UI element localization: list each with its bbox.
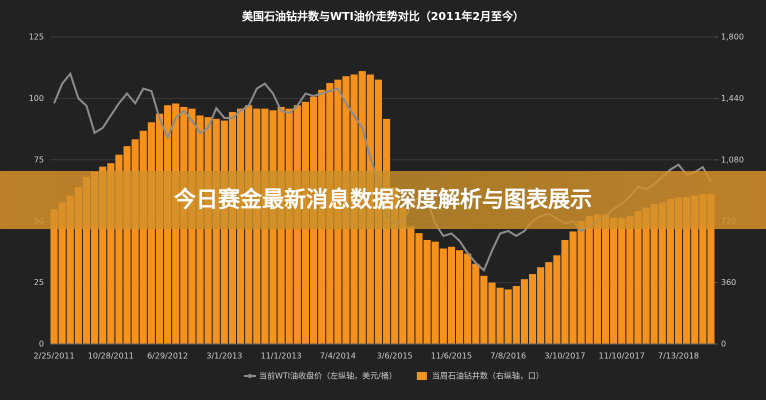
bar [504, 289, 512, 344]
bar [674, 197, 683, 344]
bar [650, 204, 658, 344]
bar [472, 263, 480, 344]
bar [488, 282, 496, 344]
bar [553, 255, 561, 344]
y2-tick-label: 360 [721, 278, 736, 287]
bar [123, 146, 131, 344]
x-tick-label: 11/1/2013 [261, 352, 302, 361]
bar [455, 250, 464, 344]
legend-swatch [416, 372, 427, 380]
y2-tick-label: 1,440 [721, 94, 744, 103]
y-tick-label: 100 [29, 94, 44, 103]
chart-title: 美国石油钻井数与WTI油价走势对比（2011年2月至今） [242, 9, 524, 23]
x-tick-label: 11/10/2017 [599, 352, 645, 361]
legend-swatch-dot [248, 374, 252, 378]
x-tick-label: 7/4/2014 [320, 352, 356, 361]
legend-label: 当前WTI油收盘价（左纵轴，美元/桶） [259, 371, 397, 381]
bar [585, 216, 593, 344]
bar [196, 115, 204, 344]
bar [82, 176, 91, 344]
bar [666, 199, 674, 344]
bar [699, 193, 707, 344]
bar [407, 226, 415, 344]
bar [618, 217, 626, 344]
bar [423, 239, 431, 344]
bar [683, 197, 691, 344]
bar [569, 231, 577, 344]
bar [658, 202, 666, 344]
bar [496, 287, 504, 344]
bar [593, 214, 601, 344]
bar [601, 214, 610, 344]
bar [91, 171, 99, 344]
bar [66, 195, 74, 344]
bar [115, 154, 123, 344]
bar [399, 207, 407, 344]
bar [480, 275, 488, 344]
bar [577, 221, 585, 344]
x-tick-label: 3/1/2013 [206, 352, 242, 361]
bar [545, 262, 553, 344]
x-tick-label: 3/10/2017 [544, 352, 585, 361]
bar [528, 274, 537, 344]
x-tick-label: 7/13/2018 [658, 352, 699, 361]
y2-tick-label: 0 [721, 340, 726, 349]
bar [204, 117, 212, 345]
bar [626, 216, 634, 344]
x-tick-label: 11/6/2015 [431, 352, 472, 361]
bar [212, 118, 220, 344]
bar [691, 195, 699, 344]
legend-label: 当周石油钻井数（右纵轴，口） [432, 371, 544, 381]
bar [131, 139, 139, 344]
bar [431, 241, 439, 344]
bar [537, 267, 545, 344]
x-tick-label: 7/8/2016 [490, 352, 526, 361]
bar [139, 130, 147, 344]
bar [383, 118, 391, 344]
bar [439, 248, 447, 344]
x-tick-label: 10/28/2011 [88, 352, 134, 361]
y-tick-label: 75 [34, 155, 44, 164]
x-tick-label: 2/25/2011 [34, 352, 75, 361]
bar [610, 217, 618, 344]
bar [415, 233, 423, 344]
bar [58, 202, 66, 344]
bar [50, 209, 58, 344]
bar [634, 210, 642, 344]
y2-tick-label: 1,800 [721, 33, 744, 42]
bar [107, 163, 115, 344]
bar [391, 187, 399, 344]
bar [74, 187, 82, 344]
bar [464, 253, 472, 344]
bar [99, 166, 107, 344]
bar [220, 120, 228, 344]
x-tick-label: 6/29/2012 [147, 352, 188, 361]
y-tick-label: 0 [39, 340, 44, 349]
banner-band [0, 171, 766, 229]
y2-tick-label: 1,080 [721, 155, 744, 164]
bar [561, 239, 569, 344]
x-tick-label: 3/6/2015 [377, 352, 413, 361]
banner-text: 今日赛金最新消息数据深度解析与图表展示 [174, 187, 592, 213]
y-tick-label: 125 [29, 33, 44, 42]
bar [512, 286, 520, 344]
y-tick-label: 25 [34, 278, 44, 287]
bar [520, 279, 528, 344]
bar [147, 122, 155, 345]
bar [447, 246, 455, 344]
bar [642, 207, 650, 344]
bar [707, 193, 715, 344]
